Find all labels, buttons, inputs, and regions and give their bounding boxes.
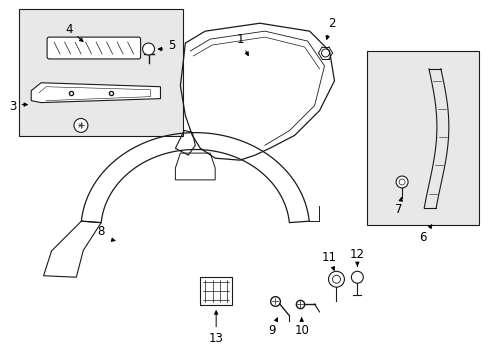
Text: 13: 13 (208, 311, 223, 345)
Text: 9: 9 (267, 318, 277, 337)
Bar (19, 9, 183, 136)
Text: 7: 7 (395, 197, 402, 216)
Text: 11: 11 (322, 251, 336, 270)
Bar (366, 51, 478, 225)
Text: 2: 2 (325, 17, 335, 39)
Polygon shape (31, 83, 160, 103)
Circle shape (328, 271, 344, 287)
Text: 10: 10 (294, 318, 308, 337)
Text: 8: 8 (97, 225, 104, 238)
Text: 12: 12 (349, 248, 364, 266)
Circle shape (142, 43, 154, 55)
Text: 1: 1 (236, 33, 248, 55)
Circle shape (395, 176, 407, 188)
Text: 5: 5 (168, 39, 176, 51)
Circle shape (351, 271, 363, 283)
Circle shape (332, 275, 340, 283)
Circle shape (398, 179, 404, 185)
Circle shape (321, 49, 329, 57)
Text: 6: 6 (418, 225, 431, 244)
Bar (200, 277, 232, 305)
FancyBboxPatch shape (47, 37, 141, 59)
Text: 4: 4 (65, 23, 83, 41)
Text: 3: 3 (10, 100, 17, 113)
Circle shape (74, 118, 88, 132)
